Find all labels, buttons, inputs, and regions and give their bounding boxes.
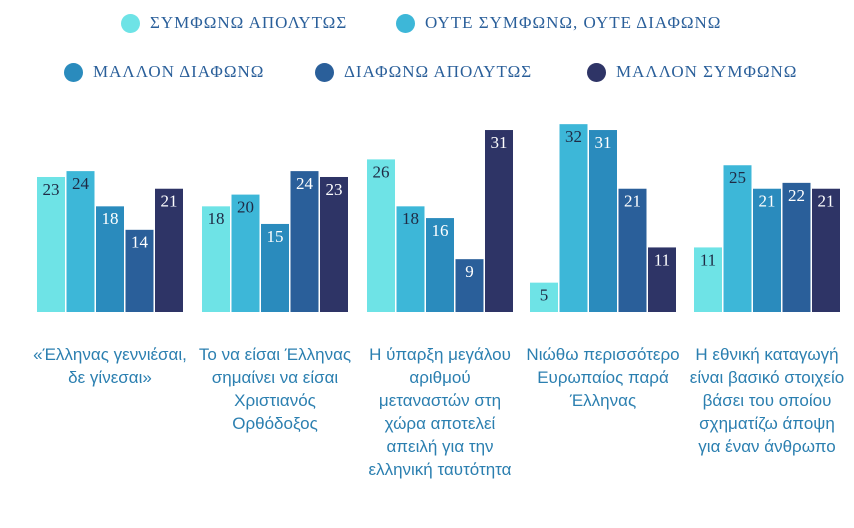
- bar: [648, 247, 676, 312]
- value-label: 20: [237, 198, 254, 217]
- bar: [812, 188, 840, 312]
- value-label: 18: [102, 209, 119, 228]
- category-label: Νιώθω περισσότερο Ευρωπαίος παρά Έλληνας: [526, 345, 680, 410]
- bar: [320, 176, 348, 312]
- category-label: Το να είσαι Έλληνας σημαίνει να είσαι Χρ…: [198, 345, 352, 433]
- category-label: Η ύπαρξη μεγάλου αριθμού μεταναστών στη …: [368, 345, 512, 479]
- legend-item: ΔΙΑΦΩΝΩ ΑΠΟΛΥΤΩΣ: [315, 62, 532, 82]
- legend-label: ΣΥΜΦΩΝΩ ΑΠΟΛΥΤΩΣ: [150, 13, 348, 32]
- bar: [694, 247, 722, 312]
- bar: [290, 171, 319, 312]
- legend-label: ΜΑΛΛΟΝ ΔΙΑΦΩΝΩ: [93, 62, 265, 81]
- value-label: 25: [729, 168, 746, 187]
- value-label: 31: [595, 133, 612, 152]
- legend-swatch: [64, 62, 83, 82]
- bar: [559, 124, 588, 312]
- value-label: 26: [373, 162, 390, 181]
- bar: [125, 229, 154, 312]
- value-label: 9: [465, 262, 474, 281]
- value-label: 14: [131, 233, 149, 252]
- value-label: 24: [72, 174, 90, 193]
- value-label: 16: [432, 221, 449, 240]
- legend-item: ΣΥΜΦΩΝΩ ΑΠΟΛΥΤΩΣ: [121, 13, 347, 33]
- value-label: 32: [565, 127, 582, 146]
- legend-label: ΟΥΤΕ ΣΥΜΦΩΝΩ, ΟΥΤΕ ΔΙΑΦΩΝΩ: [425, 13, 722, 32]
- bar: [455, 259, 484, 312]
- bar: [396, 206, 425, 312]
- bar: [155, 188, 183, 312]
- value-label: 11: [654, 250, 670, 269]
- bar: [261, 223, 289, 312]
- value-label: 21: [818, 192, 835, 211]
- legend-swatch: [315, 62, 334, 82]
- value-label: 5: [540, 286, 549, 305]
- legend-label: ΔΙΑΦΩΝΩ ΑΠΟΛΥΤΩΣ: [344, 62, 533, 81]
- bar: [589, 130, 617, 312]
- bar: [66, 171, 95, 312]
- legend-swatch: [396, 13, 415, 33]
- legend-item: ΜΑΛΛΟΝ ΔΙΑΦΩΝΩ: [64, 62, 264, 82]
- value-label: 23: [43, 180, 60, 199]
- bar: [37, 176, 65, 312]
- bar: [530, 282, 558, 312]
- value-label: 22: [788, 186, 805, 205]
- bar: [367, 159, 395, 312]
- value-label: 21: [624, 192, 641, 211]
- legend-swatch: [587, 62, 606, 82]
- value-label: 23: [326, 180, 343, 199]
- bar: [753, 188, 781, 312]
- value-label: 24: [296, 174, 314, 193]
- bar: [231, 194, 260, 312]
- value-label: 18: [402, 209, 419, 228]
- value-label: 21: [759, 192, 776, 211]
- legend-item: ΟΥΤΕ ΣΥΜΦΩΝΩ, ΟΥΤΕ ΔΙΑΦΩΝΩ: [396, 13, 721, 33]
- value-label: 15: [267, 227, 284, 246]
- legend-item: ΜΑΛΛΟΝ ΣΥΜΦΩΝΩ: [587, 62, 797, 82]
- category-label: Η εθνική καταγωγή είναι βασικό στοιχείο …: [689, 345, 845, 456]
- category-label: «Έλληνας γεννιέσαι, δε γίνεσαι»: [33, 345, 187, 387]
- bar: [618, 188, 647, 312]
- value-label: 18: [208, 209, 225, 228]
- bar: [96, 206, 124, 312]
- value-label: 11: [700, 250, 716, 269]
- value-label: 21: [161, 192, 178, 211]
- legend-swatch: [121, 13, 140, 33]
- bar: [723, 165, 752, 312]
- bar: [782, 182, 811, 312]
- legend-label: ΜΑΛΛΟΝ ΣΥΜΦΩΝΩ: [616, 62, 798, 81]
- value-label: 31: [491, 133, 508, 152]
- bar: [202, 206, 230, 312]
- bar: [485, 130, 513, 312]
- bar: [426, 218, 454, 312]
